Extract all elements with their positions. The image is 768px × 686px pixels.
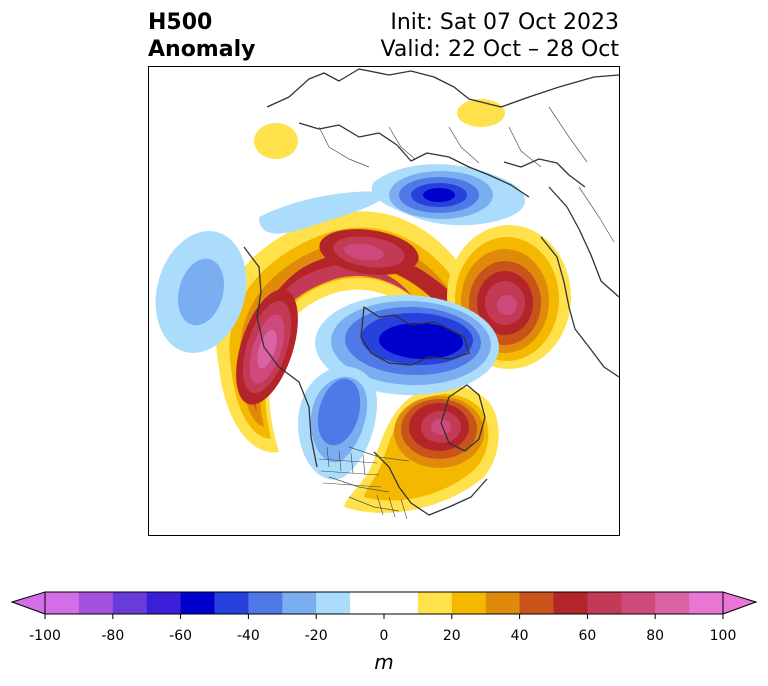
colorbar-cell (587, 592, 622, 614)
colorbar-cell (112, 592, 148, 614)
colorbar-tick-label: -20 (304, 628, 328, 644)
colorbar-cell (655, 592, 690, 614)
colorbar-cell (519, 592, 554, 614)
colorbar-tick-label: 20 (442, 628, 461, 644)
init-time-label: Init: Sat 07 Oct 2023 (390, 10, 619, 35)
anomaly-trough-north (371, 164, 526, 226)
chart-title: H500 Anomaly (148, 9, 255, 63)
valid-time-label: Valid: 22 Oct – 28 Oct (380, 37, 619, 62)
colorbar-tick-label: 40 (510, 628, 529, 644)
colorbar-tick-label: 100 (709, 628, 737, 644)
colorbar-cell (485, 592, 521, 614)
colorbar-cell (248, 592, 283, 614)
anomaly-trough-pacific (155, 231, 247, 353)
colorbar-cell (350, 592, 419, 614)
colorbar-tick-label: 60 (578, 628, 597, 644)
colorbar-tick-label: 80 (646, 628, 665, 644)
title-line-1: H500 (148, 10, 213, 35)
colorbar-cell (553, 592, 588, 614)
colorbar-cell (451, 592, 487, 614)
colorbar-cell (78, 592, 114, 614)
run-info: Init: Sat 07 Oct 2023 Valid: 22 Oct – 28… (381, 9, 619, 63)
colorbar-cell (417, 592, 453, 614)
anomaly-trough-band-nw (259, 191, 389, 234)
colorbar-cell (45, 592, 80, 614)
colorbar (10, 591, 758, 619)
anomaly-trough-western-us (298, 366, 377, 480)
anomaly-map (148, 66, 620, 536)
colorbar-cell (214, 592, 249, 614)
colorbar-tick-label: 0 (379, 628, 389, 644)
anomaly-ridge-small-ne (457, 99, 505, 127)
colorbar-cell (621, 592, 656, 614)
state-borders (318, 446, 408, 520)
colorbar-tick-label: -40 (236, 628, 260, 644)
colorbar-cell (282, 592, 317, 614)
colorbar-unit-label: m (374, 650, 394, 674)
title-line-2: Anomaly (148, 37, 256, 62)
colorbar-tick-label: -100 (29, 628, 61, 644)
colorbar-cell (316, 592, 351, 614)
colorbar-extend-low (10, 591, 46, 615)
colorbar-tick-label: -80 (101, 628, 125, 644)
colorbar-tick-label: -60 (169, 628, 193, 644)
colorbar-cell (689, 592, 724, 614)
anomaly-trough-polar (315, 294, 499, 396)
country-borders (318, 106, 615, 512)
anomaly-ridge-eastern-us (344, 385, 499, 513)
colorbar-cell (146, 592, 182, 614)
anomaly-ridge-small-nw (254, 123, 298, 159)
colorbar-cell (180, 592, 215, 614)
coastlines (243, 68, 619, 516)
colorbar-extend-high (722, 591, 758, 615)
anomaly-ridge-arc (216, 211, 569, 453)
